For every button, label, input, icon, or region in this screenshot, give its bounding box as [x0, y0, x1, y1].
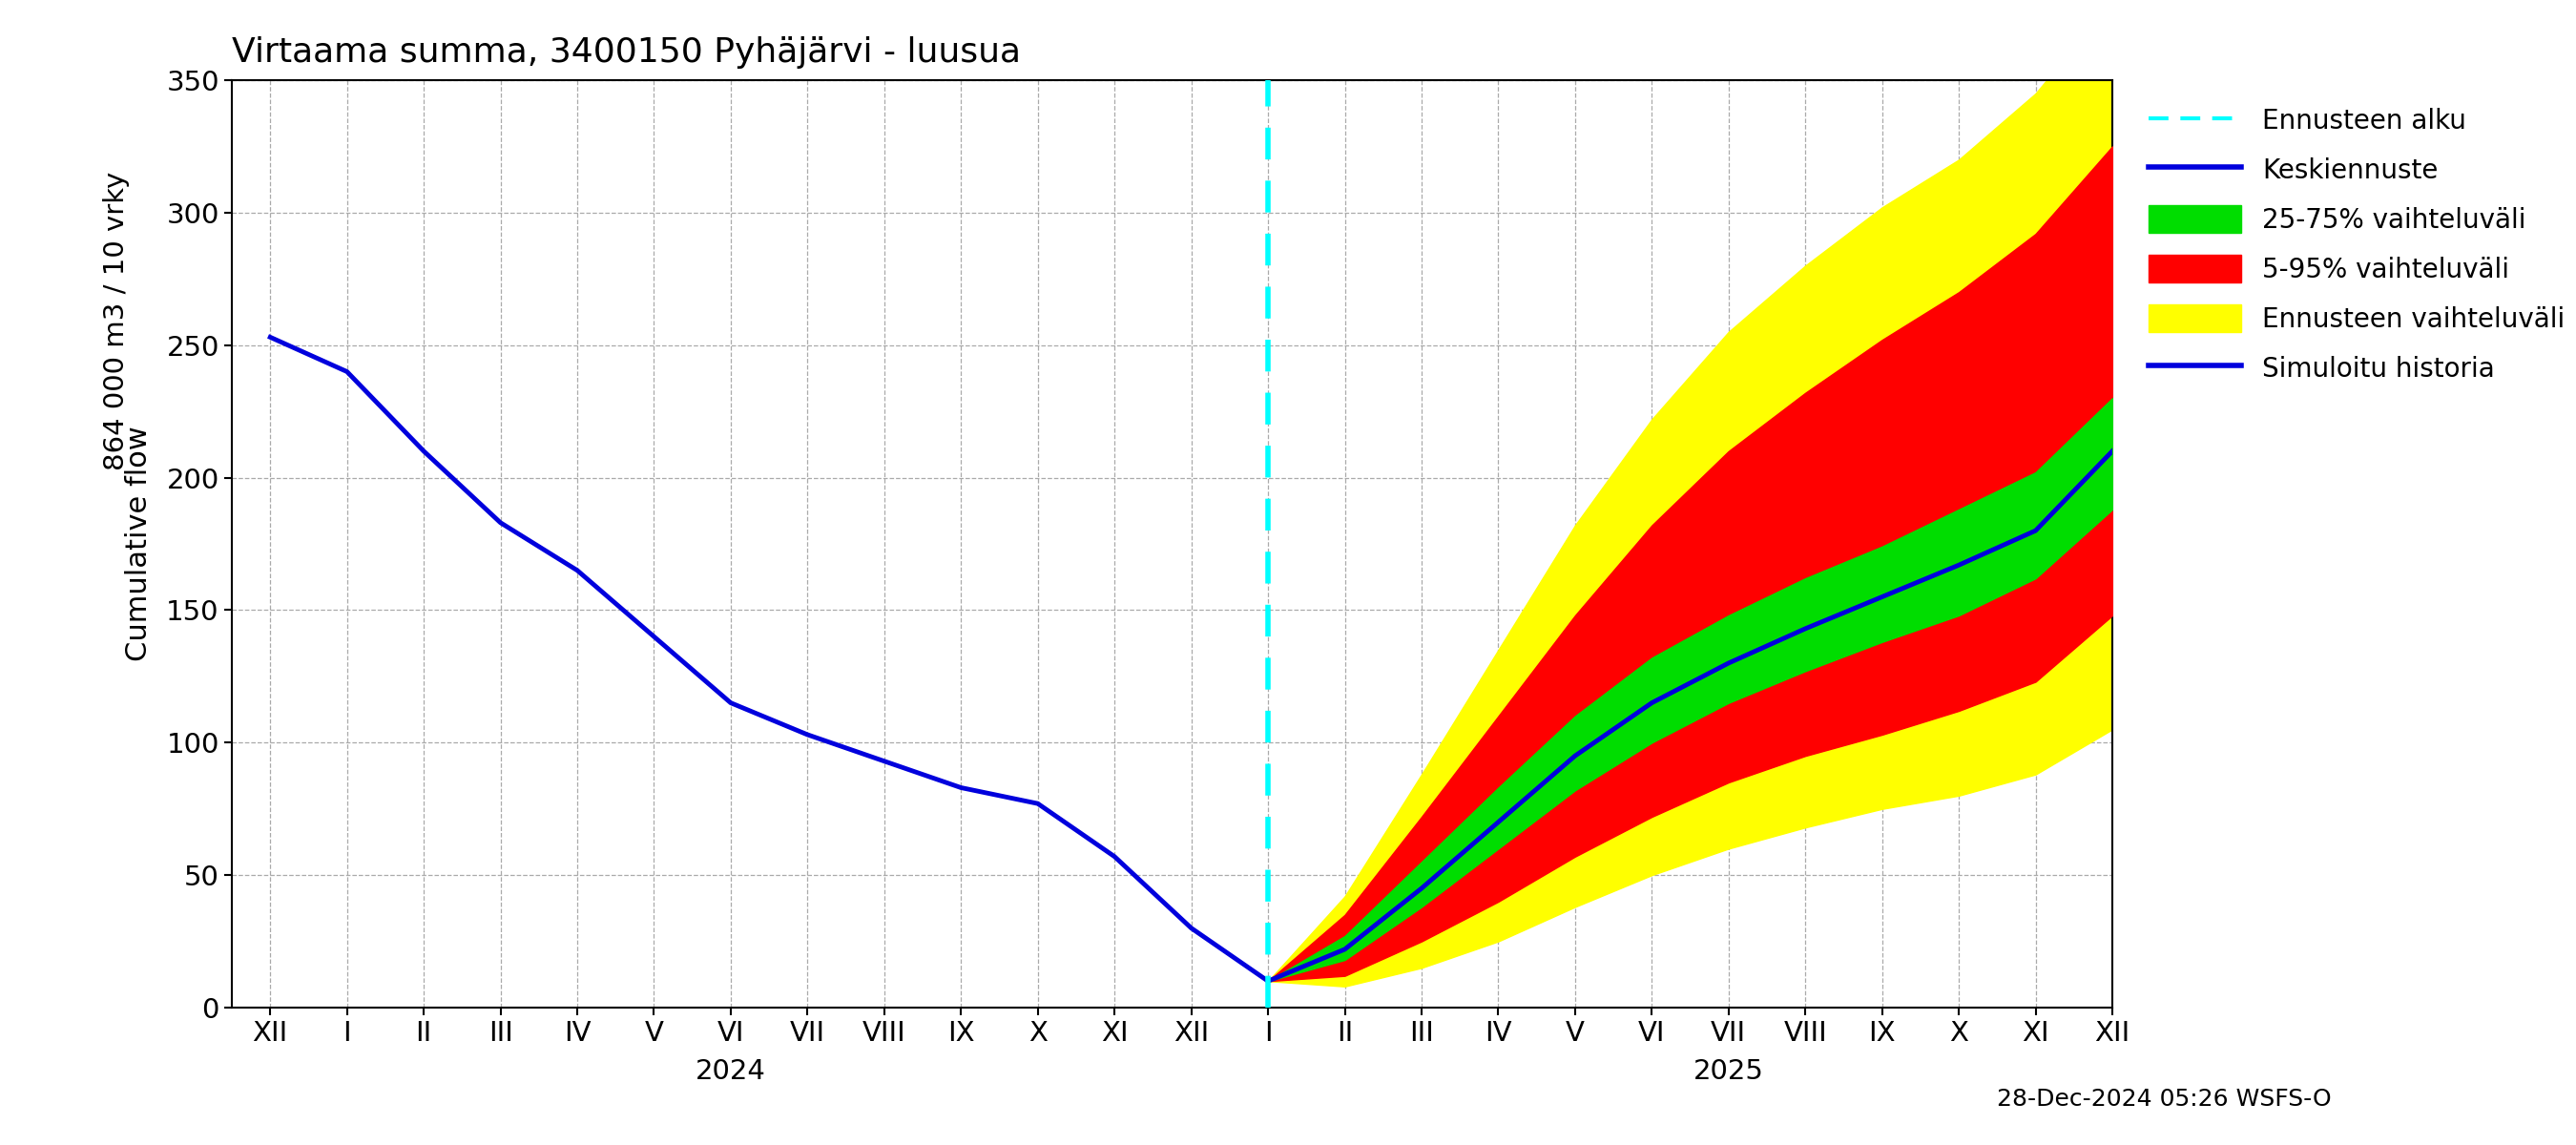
- Text: 28-Dec-2024 05:26 WSFS-O: 28-Dec-2024 05:26 WSFS-O: [1996, 1088, 2331, 1111]
- Text: 2025: 2025: [1692, 1058, 1765, 1084]
- Text: Virtaama summa, 3400150 Pyhäjärvi - luusua: Virtaama summa, 3400150 Pyhäjärvi - luus…: [232, 35, 1020, 69]
- Text: 864 000 m3 / 10 vrky: 864 000 m3 / 10 vrky: [103, 171, 129, 471]
- Y-axis label: Cumulative flow: Cumulative flow: [126, 426, 152, 662]
- Text: 2024: 2024: [696, 1058, 765, 1084]
- Legend: Ennusteen alku, Keskiennuste, 25-75% vaihteluväli, 5-95% vaihteluväli, Ennusteen: Ennusteen alku, Keskiennuste, 25-75% vai…: [2136, 94, 2576, 395]
